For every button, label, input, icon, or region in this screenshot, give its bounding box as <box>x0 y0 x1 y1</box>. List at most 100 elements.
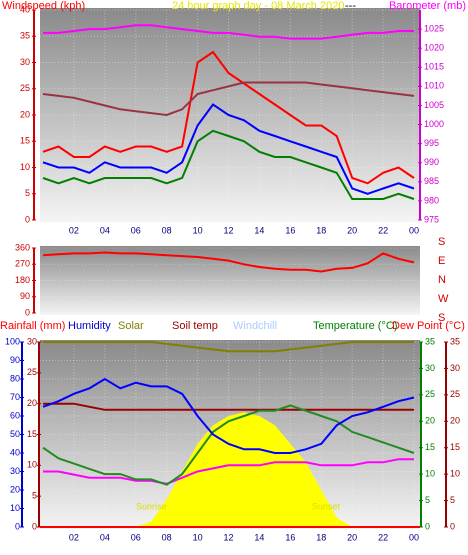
y-tick-label: 30 <box>27 336 37 346</box>
y-tick-label: 5 <box>450 495 455 505</box>
x-tick-label: 18 <box>316 225 326 235</box>
y-tick-label: 990 <box>424 157 439 167</box>
x-tick-label: 00 <box>409 532 419 542</box>
x-tick-label: 02 <box>69 532 79 542</box>
y-tick-label: 1020 <box>424 43 444 53</box>
y-tick-label: 25 <box>425 389 435 399</box>
y-tick-label: 100 <box>5 336 20 346</box>
y-tick-label: 180 <box>15 275 30 285</box>
line <box>42 81 415 117</box>
legend-item: Dew Point (°C) <box>392 320 465 332</box>
x-tick-label: 00 <box>409 225 419 235</box>
y-tick-label: 70 <box>10 392 20 402</box>
y-tick-label: 20 <box>10 484 20 494</box>
line <box>42 129 415 200</box>
x-tick-label: 04 <box>100 225 110 235</box>
compass-label: E <box>438 255 445 267</box>
y-tick-label: 10 <box>10 503 20 513</box>
line <box>43 341 414 353</box>
y-tick-label: 1000 <box>424 119 444 129</box>
compass-label: N <box>438 274 446 286</box>
compass-label: S <box>438 312 445 324</box>
x-tick-label: 16 <box>285 532 295 542</box>
y-tick-label: 35 <box>425 336 435 346</box>
compass-label: W <box>438 293 449 305</box>
x-tick-label: 20 <box>347 225 357 235</box>
y-tick-label: 40 <box>10 447 20 457</box>
y-tick-label: 20 <box>27 398 37 408</box>
y-tick-label: 1025 <box>424 23 444 33</box>
y-tick-label: 90 <box>20 291 30 301</box>
x-tick-label: 12 <box>223 532 233 542</box>
y-tick-label: 5 <box>32 491 37 501</box>
y-tick-label: 0 <box>425 521 430 531</box>
y-tick-label: 10 <box>27 460 37 470</box>
line <box>43 402 414 411</box>
x-tick-label: 16 <box>285 225 295 235</box>
x-tick-label: 10 <box>193 225 203 235</box>
y-tick-label: 1010 <box>424 81 444 91</box>
chart-title: 24 hour graph day - 08 March 2020 <box>172 0 344 12</box>
x-tick-label: 22 <box>378 532 388 542</box>
annotation: Sunrise <box>136 501 167 511</box>
line <box>42 50 415 185</box>
legend-item: Humidity <box>68 320 111 332</box>
y-tick-label: 30 <box>425 363 435 373</box>
y-tick-label: 1015 <box>424 62 444 72</box>
x-tick-label: 20 <box>347 532 357 542</box>
y-tick-label: 270 <box>15 259 30 269</box>
x-tick-label: 08 <box>162 532 172 542</box>
x-tick-label: 22 <box>378 225 388 235</box>
y-tick-label: 15 <box>20 136 30 146</box>
y-tick-label: 50 <box>10 429 20 439</box>
legend-item: Rainfall (mm) <box>0 320 65 332</box>
y-tick-label: 10 <box>450 469 460 479</box>
x-tick-label: 06 <box>131 225 141 235</box>
line <box>43 458 414 485</box>
y-tick-label: 0 <box>450 521 455 531</box>
y-tick-label: 30 <box>10 466 20 476</box>
y-tick-label: 360 <box>15 242 30 252</box>
y-tick-label: 975 <box>424 214 439 224</box>
y-tick-label: 985 <box>424 176 439 186</box>
line <box>42 251 415 273</box>
y-tick-label: 20 <box>450 416 460 426</box>
y-tick-label: 25 <box>27 367 37 377</box>
y-tick-label: 10 <box>20 162 30 172</box>
line <box>42 404 415 486</box>
x-tick-label: 14 <box>254 225 264 235</box>
y-tick-label: 0 <box>15 521 20 531</box>
plot-background <box>40 246 420 315</box>
y-tick-label: 20 <box>20 109 30 119</box>
legend-item: Temperature (°C) <box>313 320 397 332</box>
y-tick-label: 0 <box>25 307 30 317</box>
legend-item: Barometer (mb) <box>389 0 466 12</box>
legend-item: Windspeed (kph) <box>2 0 85 12</box>
title-mark: --- <box>345 0 356 12</box>
y-tick-label: 30 <box>450 363 460 373</box>
y-tick-label: 995 <box>424 138 439 148</box>
line <box>43 24 414 40</box>
y-tick-label: 25 <box>450 389 460 399</box>
y-tick-label: 20 <box>425 416 435 426</box>
y-tick-label: 0 <box>32 521 37 531</box>
legend-item: Solar <box>118 320 144 332</box>
y-tick-label: 90 <box>10 355 20 365</box>
x-tick-label: 08 <box>162 225 172 235</box>
x-tick-label: 18 <box>316 532 326 542</box>
y-tick-label: 0 <box>25 214 30 224</box>
y-tick-label: 35 <box>20 31 30 41</box>
y-tick-label: 25 <box>20 83 30 93</box>
x-tick-label: 10 <box>193 532 203 542</box>
y-tick-label: 5 <box>425 495 430 505</box>
area <box>43 412 414 527</box>
y-tick-label: 15 <box>425 442 435 452</box>
x-tick-label: 14 <box>254 532 264 542</box>
y-tick-label: 1005 <box>424 100 444 110</box>
y-tick-label: 35 <box>450 336 460 346</box>
legend-item: Soil temp <box>172 320 218 332</box>
y-tick-label: 980 <box>424 195 439 205</box>
legend-item: Windchill <box>233 320 277 332</box>
y-tick-label: 60 <box>10 410 20 420</box>
